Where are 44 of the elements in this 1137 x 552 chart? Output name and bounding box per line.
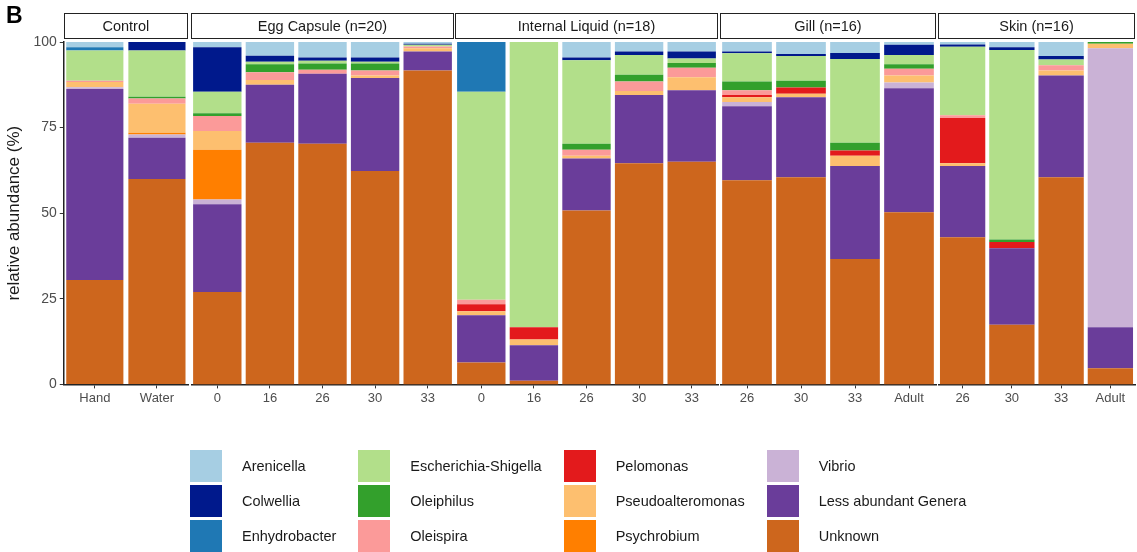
x-tick-label: Water bbox=[139, 389, 175, 405]
x-tick-label: Adult bbox=[1095, 389, 1126, 405]
y-tick-label: 0 bbox=[48, 375, 57, 392]
legend-label: Colwellia bbox=[242, 492, 301, 509]
legend-label: Psychrobium bbox=[615, 527, 700, 544]
legend-label: Vibrio bbox=[818, 457, 856, 474]
x-tick-label: 16 bbox=[262, 389, 278, 405]
y-tick-label: 75 bbox=[41, 118, 57, 135]
legend-label: Escherichia-Shigella bbox=[410, 457, 542, 474]
x-tick-label: 0 bbox=[213, 389, 221, 405]
x-tick-label: 33 bbox=[1053, 389, 1069, 405]
chart-title: Internal Liquid (n=18) bbox=[455, 13, 718, 39]
chart-title: Gill (n=16) bbox=[720, 13, 936, 39]
x-tick-label: 26 bbox=[579, 389, 594, 405]
x-tick-label: Adult bbox=[894, 389, 925, 405]
x-tick-label: 26 bbox=[739, 389, 755, 405]
y-tick-label: 100 bbox=[33, 32, 57, 49]
x-tick-label: 30 bbox=[1004, 389, 1020, 405]
x-tick-label: 33 bbox=[420, 389, 435, 405]
x-tick-label: 0 bbox=[477, 389, 485, 405]
legend-label: Arenicella bbox=[242, 457, 306, 474]
x-tick-label: 26 bbox=[955, 389, 970, 405]
text: B bbox=[6, 2, 23, 29]
x-tick-label: 16 bbox=[526, 389, 542, 405]
x-tick-label: 26 bbox=[315, 389, 330, 405]
legend-label: Pelomonas bbox=[615, 457, 689, 474]
legend-label: Enhydrobacter bbox=[242, 527, 337, 544]
x-tick-label: Hand bbox=[79, 389, 111, 405]
y-tick-label: 25 bbox=[41, 289, 57, 306]
x-tick-label: 33 bbox=[847, 389, 863, 405]
x-tick-label: 30 bbox=[793, 389, 809, 405]
chart-title: Skin (n=16) bbox=[938, 13, 1135, 39]
legend-label: Pseudoalteromonas bbox=[615, 492, 745, 509]
chart-title: Egg Capsule (n=20) bbox=[191, 13, 454, 39]
legend-label: Unknown bbox=[818, 527, 880, 544]
legend-label: Oleispira bbox=[410, 527, 468, 544]
legend-label: Oleiphilus bbox=[410, 492, 474, 509]
x-tick-label: 33 bbox=[684, 389, 699, 405]
chart-title: Control bbox=[63, 13, 188, 39]
legend-label: Less abundant Genera bbox=[818, 492, 967, 509]
x-tick-label: 30 bbox=[367, 389, 383, 405]
y-tick-label: 50 bbox=[41, 204, 57, 221]
x-tick-label: 30 bbox=[631, 389, 647, 405]
y-axis-title: relative abundance (%) bbox=[3, 125, 23, 301]
